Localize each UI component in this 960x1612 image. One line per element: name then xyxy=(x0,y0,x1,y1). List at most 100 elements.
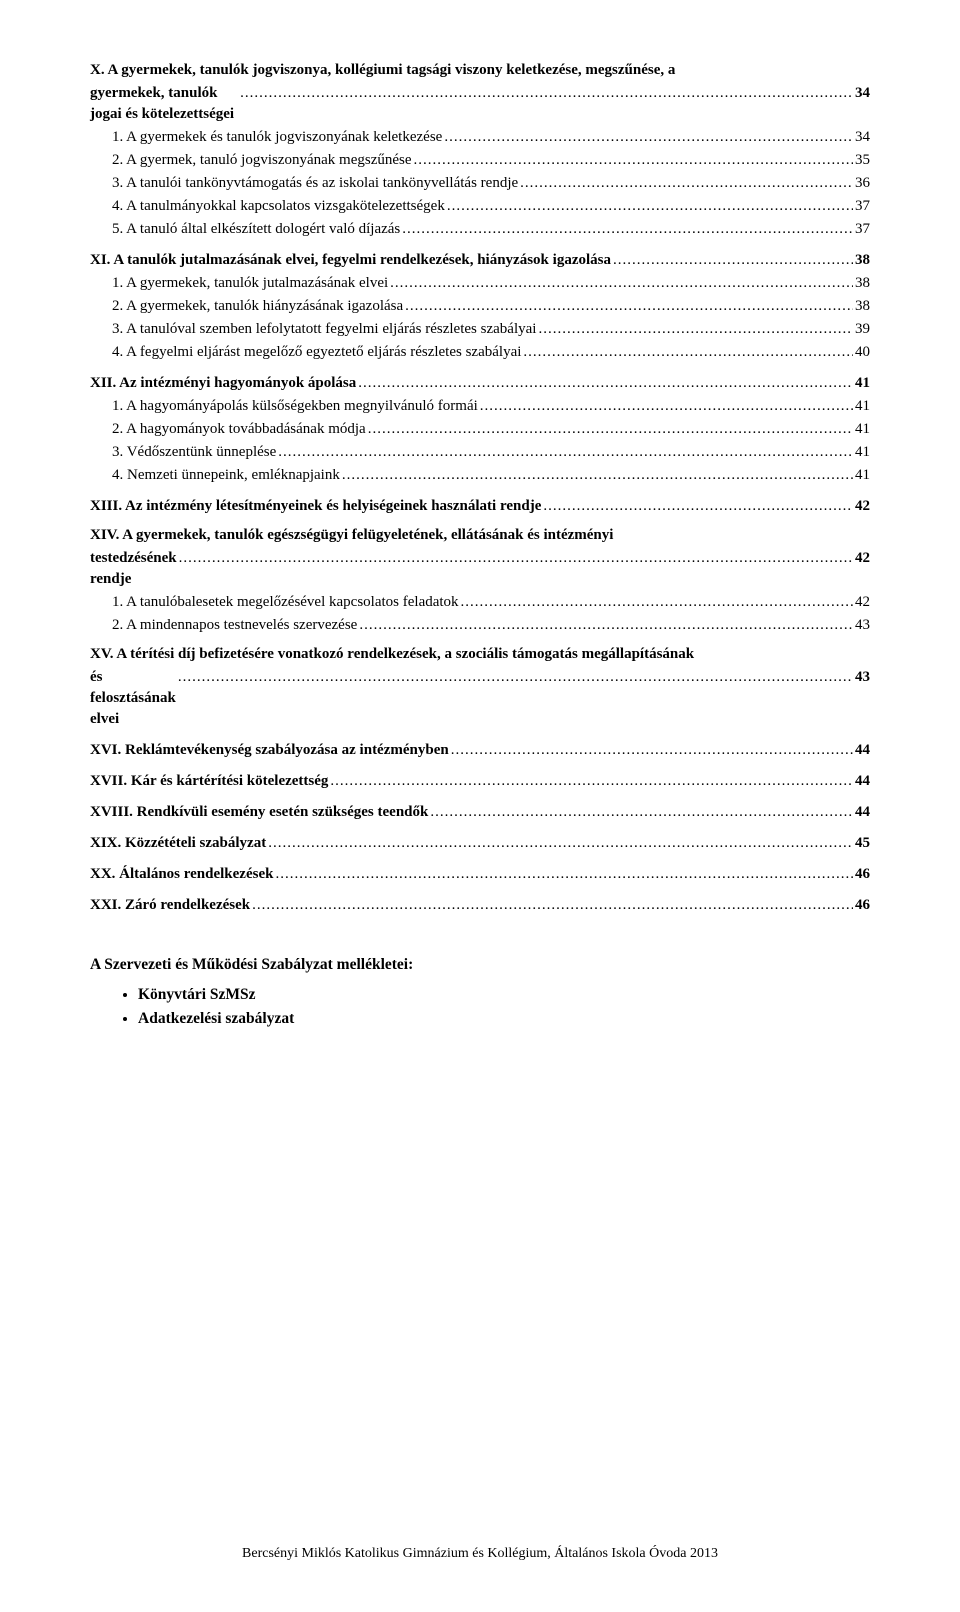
toc-label: XXI. Záró rendelkezések xyxy=(90,895,250,916)
toc-heading-line1: XIV. A gyermekek, tanulók egészségügyi f… xyxy=(90,525,870,546)
toc-heading-line2: és felosztásának elvei..................… xyxy=(90,667,870,730)
toc-label: XII. Az intézményi hagyományok ápolása xyxy=(90,373,356,394)
toc-page-number: 41 xyxy=(853,465,870,486)
toc-heading-multiline: XV. A térítési díj befizetésére vonatkoz… xyxy=(90,644,870,730)
toc-leader: ........................................… xyxy=(428,802,853,823)
toc-leader: ........................................… xyxy=(266,833,853,854)
toc-heading: XVI. Reklámtevékenység szabályozása az i… xyxy=(90,740,870,761)
toc-label: XIII. Az intézmény létesítményeinek és h… xyxy=(90,496,541,517)
toc-label: 4. Nemzeti ünnepeink, emléknapjaink xyxy=(112,465,340,486)
toc-label: 2. A mindennapos testnevelés szervezése xyxy=(112,615,357,636)
toc-label: gyermekek, tanulók jogai és kötelezettsé… xyxy=(90,83,238,125)
toc-page-number: 45 xyxy=(853,833,870,854)
toc-heading: XVIII. Rendkívüli esemény esetén szükség… xyxy=(90,802,870,823)
toc-label: 1. A gyermekek és tanulók jogviszonyának… xyxy=(112,127,442,148)
toc-page-number: 43 xyxy=(853,615,870,636)
toc-label: XVIII. Rendkívüli esemény esetén szükség… xyxy=(90,802,428,823)
table-of-contents: X. A gyermekek, tanulók jogviszonya, kol… xyxy=(90,60,870,916)
page-footer: Bercsényi Miklós Katolikus Gimnázium és … xyxy=(0,1546,960,1562)
toc-label: 1. A gyermekek, tanulók jutalmazásának e… xyxy=(112,273,388,294)
toc-label: 2. A hagyományok továbbadásának módja xyxy=(112,419,366,440)
toc-heading-multiline: X. A gyermekek, tanulók jogviszonya, kol… xyxy=(90,60,870,125)
toc-page-number: 37 xyxy=(853,219,870,240)
toc-page-number: 38 xyxy=(853,296,870,317)
toc-page-number: 39 xyxy=(853,319,870,340)
toc-page-number: 38 xyxy=(853,273,870,294)
toc-heading-line2: testedzésének rendje....................… xyxy=(90,548,870,590)
toc-subitem: 2. A gyermek, tanuló jogviszonyának megs… xyxy=(90,150,870,171)
toc-subitem: 1. A gyermekek, tanulók jutalmazásának e… xyxy=(90,273,870,294)
toc-subitem: 4. A fegyelmi eljárást megelőző egyeztet… xyxy=(90,342,870,363)
toc-page-number: 41 xyxy=(853,419,870,440)
toc-leader: ........................................… xyxy=(357,615,853,636)
toc-leader: ........................................… xyxy=(412,150,853,171)
toc-heading-multiline: XIV. A gyermekek, tanulók egészségügyi f… xyxy=(90,525,870,590)
toc-label: 3. A tanulóval szemben lefolytatott fegy… xyxy=(112,319,536,340)
toc-subitem: 1. A tanulóbalesetek megelőzésével kapcs… xyxy=(90,592,870,613)
toc-leader: ........................................… xyxy=(518,173,853,194)
toc-label: 4. A fegyelmi eljárást megelőző egyeztet… xyxy=(112,342,521,363)
toc-heading: XIII. Az intézmény létesítményeinek és h… xyxy=(90,496,870,517)
appendix-item: Adatkezelési szabályzat xyxy=(138,1010,870,1028)
toc-subitem: 2. A mindennapos testnevelés szervezése.… xyxy=(90,615,870,636)
toc-leader: ........................................… xyxy=(176,667,853,688)
toc-heading: XIX. Közzétételi szabályzat.............… xyxy=(90,833,870,854)
toc-page-number: 44 xyxy=(853,802,870,823)
toc-heading: XVII. Kár és kártérítési kötelezettség..… xyxy=(90,771,870,792)
appendix-title: A Szervezeti és Működési Szabályzat mell… xyxy=(90,956,870,974)
toc-leader: ........................................… xyxy=(449,740,853,761)
toc-leader: ........................................… xyxy=(250,895,853,916)
toc-label: testedzésének rendje xyxy=(90,548,177,590)
toc-heading: XXI. Záró rendelkezések.................… xyxy=(90,895,870,916)
toc-page-number: 41 xyxy=(853,373,870,394)
toc-subitem: 4. Nemzeti ünnepeink, emléknapjaink.....… xyxy=(90,465,870,486)
toc-page-number: 44 xyxy=(853,771,870,792)
appendix-item: Könyvtári SzMSz xyxy=(138,986,870,1004)
toc-page-number: 42 xyxy=(853,496,870,517)
toc-leader: ........................................… xyxy=(478,396,853,417)
toc-subitem: 4. A tanulmányokkal kapcsolatos vizsgakö… xyxy=(90,196,870,217)
toc-label: XI. A tanulók jutalmazásának elvei, fegy… xyxy=(90,250,611,271)
toc-subitem: 1. A gyermekek és tanulók jogviszonyának… xyxy=(90,127,870,148)
toc-label: és felosztásának elvei xyxy=(90,667,176,730)
toc-leader: ........................................… xyxy=(328,771,853,792)
toc-page-number: 38 xyxy=(853,250,870,271)
appendix-list: Könyvtári SzMSz Adatkezelési szabályzat xyxy=(90,986,870,1028)
toc-leader: ........................................… xyxy=(273,864,853,885)
toc-leader: ........................................… xyxy=(541,496,853,517)
toc-label: 1. A tanulóbalesetek megelőzésével kapcs… xyxy=(112,592,459,613)
toc-page-number: 46 xyxy=(853,864,870,885)
toc-page-number: 42 xyxy=(853,592,870,613)
toc-page-number: 44 xyxy=(853,740,870,761)
toc-heading: XII. Az intézményi hagyományok ápolása..… xyxy=(90,373,870,394)
toc-label: XX. Általános rendelkezések xyxy=(90,864,273,885)
toc-leader: ........................................… xyxy=(521,342,853,363)
toc-page-number: 36 xyxy=(853,173,870,194)
toc-leader: ........................................… xyxy=(400,219,853,240)
toc-leader: ........................................… xyxy=(611,250,853,271)
toc-label: 2. A gyermek, tanuló jogviszonyának megs… xyxy=(112,150,412,171)
toc-subitem: 3. Védőszentünk ünneplése...............… xyxy=(90,442,870,463)
toc-label: 4. A tanulmányokkal kapcsolatos vizsgakö… xyxy=(112,196,445,217)
toc-label: 2. A gyermekek, tanulók hiányzásának iga… xyxy=(112,296,403,317)
toc-label: XIX. Közzétételi szabályzat xyxy=(90,833,266,854)
toc-page-number: 41 xyxy=(853,396,870,417)
toc-page-number: 37 xyxy=(853,196,870,217)
toc-label: 3. A tanulói tankönyvtámogatás és az isk… xyxy=(112,173,518,194)
toc-subitem: 2. A gyermekek, tanulók hiányzásának iga… xyxy=(90,296,870,317)
toc-leader: ........................................… xyxy=(403,296,853,317)
toc-heading-line2: gyermekek, tanulók jogai és kötelezettsé… xyxy=(90,83,870,125)
toc-label: 3. Védőszentünk ünneplése xyxy=(112,442,276,463)
toc-leader: ........................................… xyxy=(459,592,853,613)
toc-label: XVII. Kár és kártérítési kötelezettség xyxy=(90,771,328,792)
toc-page-number: 35 xyxy=(853,150,870,171)
toc-leader: ........................................… xyxy=(445,196,853,217)
document-page: X. A gyermekek, tanulók jogviszonya, kol… xyxy=(0,0,960,1612)
toc-page-number: 43 xyxy=(853,667,870,688)
toc-page-number: 46 xyxy=(853,895,870,916)
toc-leader: ........................................… xyxy=(340,465,853,486)
toc-subitem: 3. A tanulóval szemben lefolytatott fegy… xyxy=(90,319,870,340)
toc-leader: ........................................… xyxy=(238,83,853,104)
appendix-block: A Szervezeti és Működési Szabályzat mell… xyxy=(90,956,870,1028)
toc-leader: ........................................… xyxy=(276,442,853,463)
